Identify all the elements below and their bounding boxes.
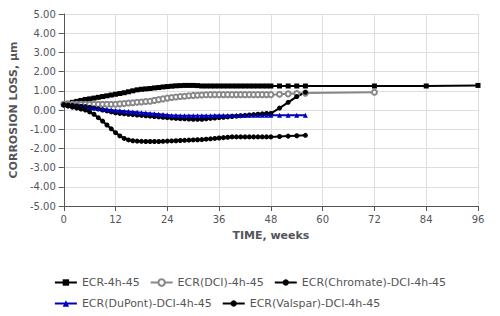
svg-text:84: 84 xyxy=(420,214,433,225)
svg-text:ECR-4h-45: ECR-4h-45 xyxy=(82,276,140,289)
svg-text:-5.00: -5.00 xyxy=(30,201,56,212)
svg-text:48: 48 xyxy=(265,214,278,225)
svg-text:12: 12 xyxy=(109,214,122,225)
svg-text:CORROSION LOSS, μm: CORROSION LOSS, μm xyxy=(7,41,20,178)
svg-text:-4.00: -4.00 xyxy=(30,181,56,192)
svg-text:1.00: 1.00 xyxy=(34,85,56,96)
svg-text:-2.00: -2.00 xyxy=(30,143,56,154)
svg-text:2.00: 2.00 xyxy=(34,66,56,77)
svg-text:0: 0 xyxy=(61,214,67,225)
svg-text:36: 36 xyxy=(213,214,226,225)
svg-text:3.00: 3.00 xyxy=(34,47,56,58)
svg-text:72: 72 xyxy=(368,214,381,225)
svg-text:0.00: 0.00 xyxy=(34,105,56,116)
svg-text:ECR(Valspar)-DCI-4h-45: ECR(Valspar)-DCI-4h-45 xyxy=(250,297,381,310)
svg-text:60: 60 xyxy=(316,214,329,225)
svg-text:ECR(Chromate)-DCI-4h-45: ECR(Chromate)-DCI-4h-45 xyxy=(302,276,446,289)
svg-text:-3.00: -3.00 xyxy=(30,162,56,173)
svg-text:-1.00: -1.00 xyxy=(30,124,56,135)
svg-text:5.00: 5.00 xyxy=(34,9,56,20)
svg-text:24: 24 xyxy=(161,214,174,225)
svg-text:ECR(DCI)-4h-45: ECR(DCI)-4h-45 xyxy=(178,276,264,289)
svg-text:96: 96 xyxy=(472,214,485,225)
svg-text:TIME, weeks: TIME, weeks xyxy=(232,229,309,242)
svg-text:ECR(DuPont)-DCI-4h-45: ECR(DuPont)-DCI-4h-45 xyxy=(82,297,212,310)
svg-text:4.00: 4.00 xyxy=(34,28,56,39)
